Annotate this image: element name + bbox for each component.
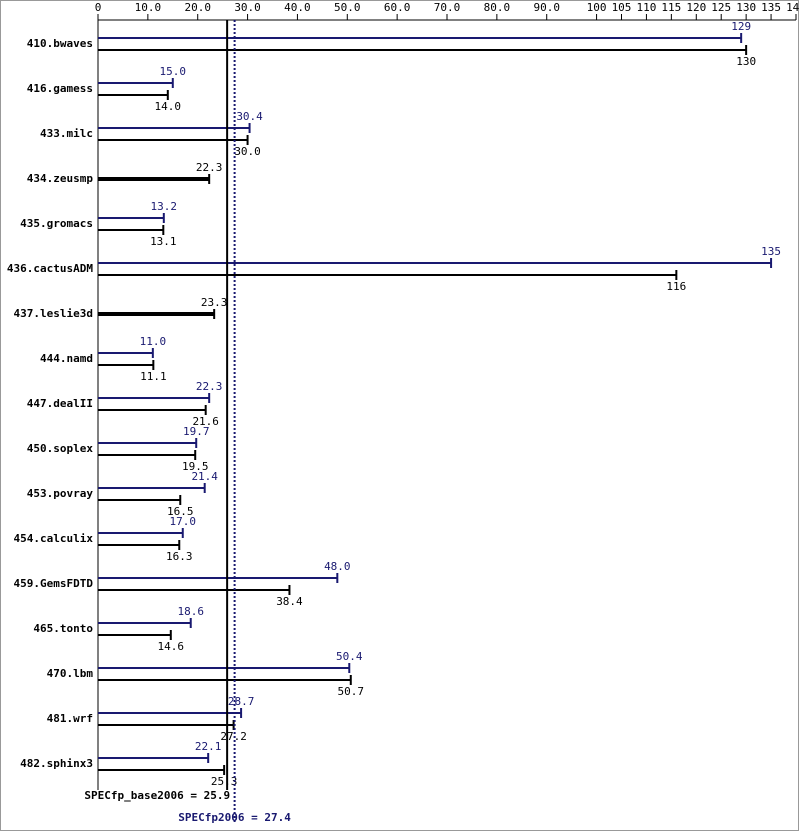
category-label: 436.cactusADM bbox=[7, 262, 93, 275]
category-label: 465.tonto bbox=[33, 622, 93, 635]
category-label: 416.gamess bbox=[27, 82, 93, 95]
value-label: 21.6 bbox=[192, 415, 219, 428]
category-label: 450.soplex bbox=[27, 442, 94, 455]
value-label: 50.7 bbox=[338, 685, 365, 698]
x-tick-label: 115 bbox=[661, 1, 681, 14]
category-label: 481.wrf bbox=[47, 712, 93, 725]
value-label: 17.0 bbox=[170, 515, 197, 528]
value-label: 15.0 bbox=[160, 65, 187, 78]
category-label: 453.povray bbox=[27, 487, 94, 500]
value-label: 22.3 bbox=[196, 161, 223, 174]
value-label: 11.1 bbox=[140, 370, 167, 383]
x-tick-label: 105 bbox=[612, 1, 632, 14]
value-label: 22.1 bbox=[195, 740, 222, 753]
value-label: 18.6 bbox=[177, 605, 204, 618]
value-label: 38.4 bbox=[276, 595, 303, 608]
value-label: 22.3 bbox=[196, 380, 223, 393]
category-label: 433.milc bbox=[40, 127, 93, 140]
x-tick-label: 100 bbox=[587, 1, 607, 14]
x-tick-label: 0 bbox=[95, 1, 102, 14]
category-label: 482.sphinx3 bbox=[20, 757, 93, 770]
value-label: 23.3 bbox=[201, 296, 228, 309]
value-label: 28.7 bbox=[228, 695, 255, 708]
category-label: 437.leslie3d bbox=[14, 307, 93, 320]
value-label: 16.3 bbox=[166, 550, 193, 563]
category-label: 454.calculix bbox=[14, 532, 94, 545]
x-tick-label: 125 bbox=[711, 1, 731, 14]
value-label: 30.4 bbox=[236, 110, 263, 123]
value-label: 16.5 bbox=[167, 505, 194, 518]
value-label: 25.3 bbox=[211, 775, 238, 788]
x-tick-label: 40.0 bbox=[284, 1, 311, 14]
x-tick-label: 130 bbox=[736, 1, 756, 14]
value-label: 30.0 bbox=[234, 145, 261, 158]
value-label: 19.7 bbox=[183, 425, 210, 438]
reference-label: SPECfp_base2006 = 25.9 bbox=[84, 789, 230, 802]
category-label: 435.gromacs bbox=[20, 217, 93, 230]
value-label: 50.4 bbox=[336, 650, 363, 663]
x-tick-label: 30.0 bbox=[234, 1, 261, 14]
value-label: 14.6 bbox=[158, 640, 185, 653]
value-label: 130 bbox=[736, 55, 756, 68]
category-label: 434.zeusmp bbox=[27, 172, 94, 185]
x-tick-label: 60.0 bbox=[384, 1, 411, 14]
value-label: 48.0 bbox=[324, 560, 351, 573]
x-tick-label: 135 bbox=[761, 1, 781, 14]
x-tick-label: 80.0 bbox=[484, 1, 511, 14]
x-tick-label: 110 bbox=[636, 1, 656, 14]
x-tick-label: 70.0 bbox=[434, 1, 461, 14]
x-tick-label: 50.0 bbox=[334, 1, 361, 14]
value-label: 129 bbox=[731, 20, 751, 33]
x-tick-label: 120 bbox=[686, 1, 706, 14]
x-tick-label: 20.0 bbox=[184, 1, 211, 14]
x-tick-label: 10.0 bbox=[135, 1, 162, 14]
category-label: 410.bwaves bbox=[27, 37, 93, 50]
x-tick-label: 140 bbox=[786, 1, 799, 14]
value-label: 135 bbox=[761, 245, 781, 258]
value-label: 19.5 bbox=[182, 460, 209, 473]
category-label: 447.dealII bbox=[27, 397, 93, 410]
reference-label: SPECfp2006 = 27.4 bbox=[178, 811, 291, 824]
value-label: 14.0 bbox=[155, 100, 182, 113]
value-label: 13.2 bbox=[151, 200, 178, 213]
x-tick-label: 90.0 bbox=[533, 1, 560, 14]
value-label: 21.4 bbox=[191, 470, 218, 483]
value-label: 116 bbox=[666, 280, 686, 293]
category-label: 470.lbm bbox=[47, 667, 94, 680]
value-label: 13.1 bbox=[150, 235, 177, 248]
value-label: 11.0 bbox=[140, 335, 167, 348]
category-label: 444.namd bbox=[40, 352, 93, 365]
category-label: 459.GemsFDTD bbox=[14, 577, 94, 590]
